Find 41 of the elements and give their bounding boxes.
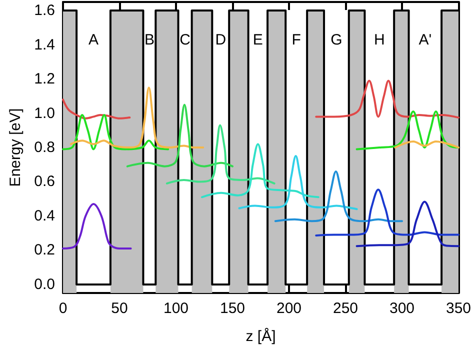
y-tick-label: 0.6: [34, 173, 55, 190]
annotation: B: [144, 31, 154, 48]
annotation: G: [330, 31, 342, 48]
y-tick-label: 0.2: [34, 242, 55, 259]
line-series: [238, 155, 358, 210]
x-tick-label: 0: [58, 300, 68, 317]
y-tick-label: 0.4: [34, 207, 55, 224]
x-axis-title: z [Å]: [246, 327, 276, 345]
line-series: [166, 124, 276, 184]
x-tick-label: 200: [276, 300, 302, 317]
annotation: D: [215, 31, 226, 48]
line-series: [62, 202, 132, 250]
line-series: [200, 143, 320, 198]
y-axis-title: Energy [eV]: [7, 108, 24, 187]
annotation: H: [374, 31, 385, 48]
annotation: E: [252, 31, 263, 48]
y-tick-label: 0.8: [34, 139, 55, 156]
annotation: C: [180, 31, 191, 48]
x-tick-label: 300: [389, 300, 415, 317]
line-series: [126, 104, 234, 168]
x-tick-label: 250: [332, 300, 358, 317]
line-series: [62, 114, 170, 150]
y-tick-label: 1.0: [34, 104, 55, 122]
annotation: A': [418, 31, 432, 48]
y-tick-label: 1.2: [34, 70, 55, 88]
annotation: F: [292, 31, 301, 48]
line-series: [356, 110, 460, 150]
x-tick-label: 100: [163, 300, 189, 317]
line-series: [315, 80, 460, 119]
x-tick-label: 150: [220, 300, 246, 317]
line-series: [62, 98, 131, 120]
y-tick-label: 0.0: [34, 276, 55, 293]
line-series: [274, 170, 403, 222]
annotation: A: [88, 31, 99, 48]
line-series: [315, 188, 460, 236]
line-series: [356, 200, 460, 248]
x-tick-label: 350: [446, 300, 471, 317]
x-tick-label: 50: [111, 300, 128, 317]
y-tick-label: 1.4: [34, 36, 55, 54]
y-tick-label: 1.6: [34, 2, 55, 20]
line-series: [70, 86, 204, 148]
